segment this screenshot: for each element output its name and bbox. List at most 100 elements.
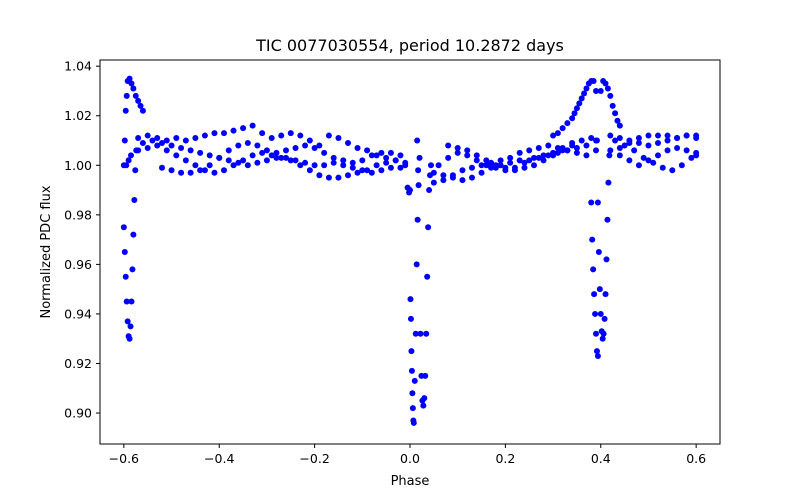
data-point xyxy=(364,167,371,174)
data-point xyxy=(297,162,304,169)
data-point xyxy=(511,164,518,171)
data-point xyxy=(201,167,208,174)
data-point xyxy=(345,139,351,146)
data-point xyxy=(592,310,599,317)
y-tick-label: 1.00 xyxy=(64,158,92,173)
data-point xyxy=(683,147,690,154)
data-point xyxy=(211,169,218,176)
data-point xyxy=(655,152,661,159)
data-point xyxy=(664,132,671,139)
data-point xyxy=(159,139,165,146)
data-point xyxy=(535,154,542,161)
data-point xyxy=(139,107,146,114)
data-point xyxy=(216,154,223,161)
data-point xyxy=(497,162,504,169)
data-point xyxy=(502,167,509,174)
data-point xyxy=(540,152,547,159)
data-point xyxy=(440,172,447,179)
data-point xyxy=(278,154,285,161)
data-point xyxy=(626,139,633,146)
data-point xyxy=(408,367,415,374)
y-tick-label: 0.98 xyxy=(64,207,92,222)
data-point xyxy=(413,261,420,268)
data-point xyxy=(469,174,475,181)
data-point xyxy=(121,137,128,144)
data-point xyxy=(683,132,690,139)
data-point xyxy=(359,157,366,164)
data-point xyxy=(254,142,261,149)
data-point xyxy=(606,152,613,159)
data-point xyxy=(244,162,251,169)
data-point xyxy=(192,162,199,169)
data-point xyxy=(201,132,208,139)
data-point xyxy=(173,135,180,142)
x-axis-ticks: −0.6 −0.4 −0.2 0.0 0.2 0.4 0.6 xyxy=(109,444,706,466)
data-point xyxy=(640,154,647,161)
data-point xyxy=(669,167,676,174)
data-point xyxy=(192,135,199,142)
data-point xyxy=(483,162,490,169)
data-point xyxy=(412,330,419,337)
data-point xyxy=(645,157,652,164)
y-axis-label: Normalized PDC flux xyxy=(39,185,54,318)
data-point xyxy=(235,142,242,149)
data-point xyxy=(378,167,385,174)
data-point xyxy=(531,154,537,161)
data-point xyxy=(554,144,561,151)
data-point xyxy=(409,390,416,397)
data-point xyxy=(415,182,422,189)
data-point xyxy=(135,147,142,154)
data-point xyxy=(674,144,681,151)
data-point xyxy=(197,149,204,156)
data-point xyxy=(516,149,523,156)
data-point xyxy=(645,132,652,139)
data-point xyxy=(573,105,580,112)
data-point xyxy=(445,142,452,149)
data-point xyxy=(368,152,375,159)
data-point xyxy=(597,310,604,317)
data-point xyxy=(571,110,578,117)
data-point xyxy=(597,87,604,94)
data-point xyxy=(139,139,146,146)
data-point xyxy=(325,132,332,139)
data-point xyxy=(435,162,442,169)
data-point xyxy=(664,137,671,144)
data-point xyxy=(421,395,428,402)
data-point xyxy=(240,157,247,164)
data-point xyxy=(526,157,533,164)
data-point xyxy=(178,169,185,176)
data-point xyxy=(411,377,418,384)
data-point xyxy=(278,132,285,139)
data-point xyxy=(330,154,337,161)
data-point xyxy=(268,152,275,159)
data-point xyxy=(469,164,475,171)
data-point xyxy=(459,167,466,174)
data-point xyxy=(422,372,429,379)
data-point xyxy=(602,291,609,298)
data-point xyxy=(594,353,601,360)
data-point xyxy=(137,102,144,109)
data-point xyxy=(631,147,638,154)
data-point xyxy=(516,157,523,164)
data-point xyxy=(423,330,430,337)
data-point xyxy=(604,85,611,92)
data-point xyxy=(230,127,237,134)
data-point xyxy=(135,97,142,104)
data-point xyxy=(383,154,390,161)
y-tick-label: 1.02 xyxy=(64,108,92,123)
data-point xyxy=(128,298,135,305)
data-point xyxy=(163,147,170,154)
data-point xyxy=(583,152,590,159)
data-point xyxy=(132,167,139,174)
x-tick-label: −0.2 xyxy=(299,451,329,466)
data-point xyxy=(573,144,580,151)
data-point xyxy=(573,149,580,156)
data-point xyxy=(545,142,552,149)
data-point xyxy=(645,142,652,149)
data-point xyxy=(335,135,342,142)
data-point xyxy=(550,149,557,156)
data-point xyxy=(273,154,280,161)
data-point xyxy=(583,142,590,149)
data-point xyxy=(130,85,137,92)
data-point xyxy=(693,152,700,159)
